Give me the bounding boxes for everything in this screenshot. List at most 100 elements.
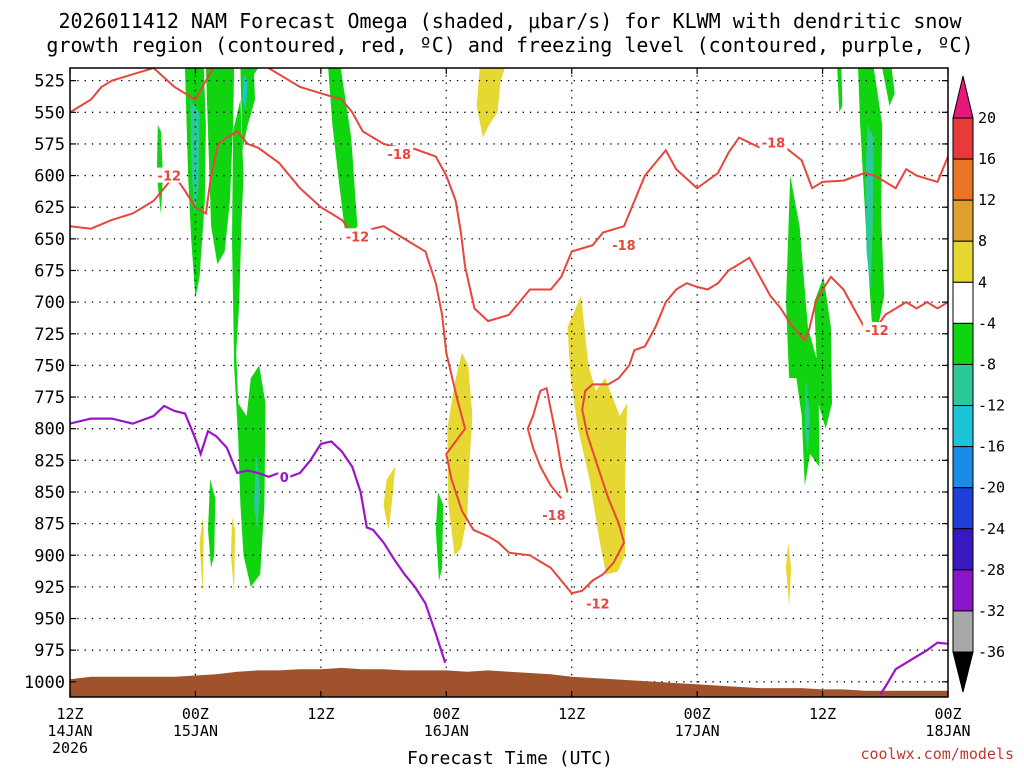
- x-tick-label-48: 12Z: [558, 705, 585, 723]
- colorbar-bottom-arrow: [952, 651, 974, 693]
- omega-region--6-6: [208, 479, 216, 568]
- axes: 525 550 575 600 625 650 675 700 725 750 775 800 825 8…: [24, 67, 971, 757]
- chart-title-line2: growth region (contoured, red, ºC) and f…: [46, 33, 973, 57]
- contour-label-5: -12: [865, 324, 889, 339]
- contour-label-6: -18: [542, 509, 566, 524]
- colorbar-segment-3: [952, 240, 974, 283]
- omega-region-6-5: [231, 517, 236, 594]
- colorbar-tick-12: -32: [978, 602, 1005, 620]
- contour-label-1: -12: [346, 230, 370, 245]
- y-tick-label-650: 650: [34, 230, 65, 250]
- y-tick-label-625: 625: [34, 198, 65, 218]
- colorbar: 20 16 12 8 4 -4 -8 -12 -16 -20 -24 -28 -32 -36: [952, 75, 1005, 693]
- y-tick-label-925: 925: [34, 578, 65, 598]
- x-tick-date-0: 14JAN: [47, 722, 92, 740]
- colorbar-segment-0: [952, 117, 974, 160]
- omega-region-6-0: [447, 352, 473, 556]
- colorbar-tick-11: -28: [978, 561, 1005, 579]
- omega-region--6-12: [882, 68, 895, 106]
- chart-title-line1: 2026011412 NAM Forecast Omega (shaded, μ…: [58, 9, 962, 33]
- omega-region--6-7: [435, 492, 444, 581]
- omega-region--6-8: [786, 175, 820, 486]
- y-tick-label-725: 725: [34, 325, 65, 345]
- colorbar-segment-9: [952, 487, 974, 530]
- colorbar-segment-6: [952, 363, 974, 407]
- colorbar-tick-1: 16: [978, 150, 996, 168]
- y-tick-label-675: 675: [34, 261, 65, 281]
- y-tick-label-1000: 1000: [24, 673, 65, 693]
- x-tick-label-12: 00Z: [182, 705, 209, 723]
- colorbar-tick-8: -16: [978, 438, 1005, 456]
- x-tick-date-60: 17JAN: [675, 722, 720, 740]
- x-tick-label-24: 12Z: [307, 705, 334, 723]
- colorbar-segment-1: [952, 158, 974, 201]
- omega-region--14-0: [242, 74, 248, 113]
- y-tick-label-800: 800: [34, 420, 65, 440]
- contour-label-bg-3: [609, 237, 638, 253]
- contour-label-0: -12: [158, 170, 182, 185]
- contour-label-bg-1: [343, 228, 372, 244]
- colorbar-tick-7: -12: [978, 397, 1005, 415]
- colorbar-segment-2: [952, 199, 974, 242]
- contour-label-bg-2: [385, 146, 414, 162]
- y-tick-label-975: 975: [34, 641, 65, 661]
- contour-label-bg-6: [539, 506, 568, 522]
- y-tick-label-825: 825: [34, 451, 65, 471]
- y-tick-label-600: 600: [34, 167, 65, 187]
- contour-label-8: 0: [280, 471, 289, 486]
- colorbar-top-arrow: [952, 75, 974, 119]
- colorbar-segment-12: [952, 610, 974, 653]
- y-tick-label-900: 900: [34, 546, 65, 566]
- x-tick-label-36: 00Z: [433, 705, 460, 723]
- colorbar-tick-10: -24: [978, 520, 1005, 538]
- x-tick-label-0: 12Z: [56, 705, 83, 723]
- dendritic-contour-2: [526, 386, 569, 499]
- x-tick-date-12: 15JAN: [173, 722, 218, 740]
- x-tick-label-60: 00Z: [684, 705, 711, 723]
- colorbar-tick-3: 8: [978, 232, 987, 250]
- colorbar-segment-10: [952, 528, 974, 571]
- omega-region--6-2: [205, 68, 235, 265]
- colorbar-tick-2: 12: [978, 191, 996, 209]
- x-axis-label: Forecast Time (UTC): [407, 748, 613, 768]
- y-tick-label-525: 525: [34, 72, 65, 92]
- dendritic-contour-1: [70, 129, 948, 595]
- colorbar-tick-9: -20: [978, 479, 1005, 497]
- colorbar-tick-5: -4: [978, 314, 996, 332]
- plot-inner: -12 -12 -18 -18 -18 -12 -18 -12 0: [70, 68, 948, 697]
- y-tick-label-775: 775: [34, 388, 65, 408]
- y-tick-label-750: 750: [34, 356, 65, 376]
- contour-label-bg-0: [155, 167, 184, 183]
- contour-label-3: -18: [612, 239, 636, 254]
- y-tick-label-700: 700: [34, 293, 65, 313]
- colorbar-segment-11: [952, 569, 974, 612]
- colorbar-segment-8: [952, 446, 974, 489]
- omega-region-6-1: [476, 68, 505, 138]
- freezing-level-line-right: [879, 641, 948, 696]
- contour-label-4: -18: [762, 137, 786, 152]
- omega-region--10-3: [804, 378, 810, 454]
- y-tick-label-875: 875: [34, 515, 65, 535]
- terrain-fill: [70, 667, 948, 697]
- omega-region--6-3: [232, 99, 266, 587]
- plot-frame: [69, 67, 949, 698]
- x-tick-date-36: 16JAN: [424, 722, 469, 740]
- x-tick-year-0: 2026: [52, 739, 88, 757]
- x-tick-date-84: 18JAN: [925, 722, 970, 740]
- plot-area: -12 -12 -18 -18 -18 -12 -18 -12 0: [70, 68, 948, 697]
- colorbar-segment-4: [952, 281, 974, 324]
- colorbar-tick-0: 20: [978, 109, 996, 127]
- y-tick-label-950: 950: [34, 610, 65, 630]
- colorbar-tick-13: -36: [978, 643, 1005, 661]
- colorbar-tick-4: 4: [978, 273, 987, 291]
- dendritic-contour-0: [70, 68, 948, 323]
- contour-label-bg-8: [278, 468, 291, 484]
- y-tick-label-850: 850: [34, 483, 65, 503]
- colorbar-tick-6: -8: [978, 355, 996, 373]
- contour-label-bg-5: [862, 321, 891, 337]
- x-tick-label-84: 00Z: [934, 705, 961, 723]
- contour-label-bg-4: [759, 134, 788, 150]
- x-tick-label-72: 12Z: [809, 705, 836, 723]
- colorbar-segment-7: [952, 405, 974, 448]
